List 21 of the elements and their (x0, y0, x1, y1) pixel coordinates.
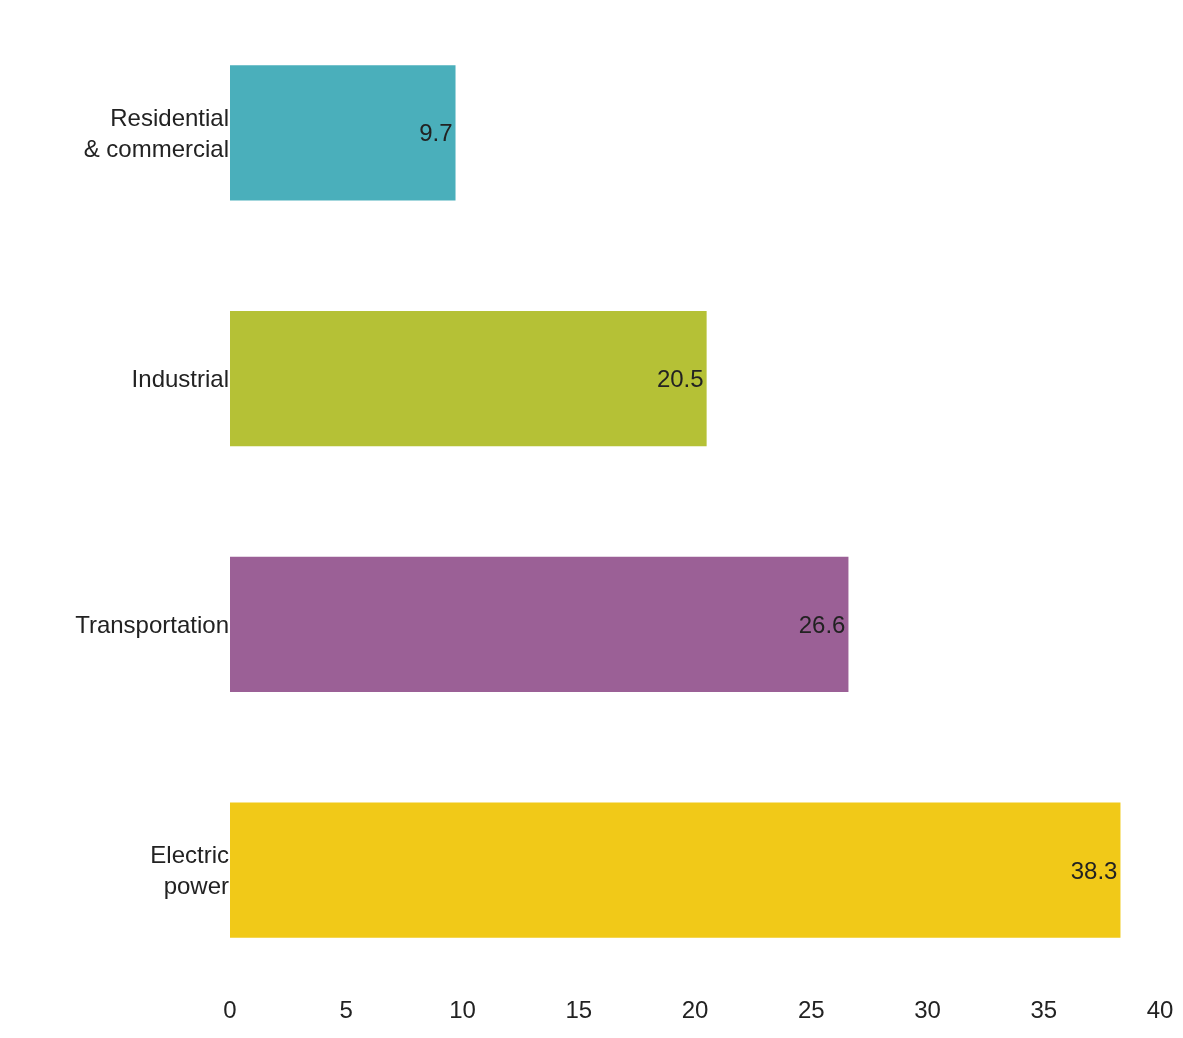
x-tick-label: 10 (449, 996, 476, 1023)
bar (230, 65, 456, 201)
data-label: 20.5 (656, 365, 704, 393)
y-tick-label: Industrial (131, 365, 229, 393)
bar (230, 802, 1121, 938)
x-tick-label: 15 (565, 996, 593, 1023)
x-tick-label: 25 (797, 996, 825, 1023)
x-tick-label: 20 (681, 996, 709, 1023)
x-tick-label: 35 (1030, 996, 1058, 1023)
data-label: 9.7 (419, 119, 453, 147)
x-tick-label: 40 (1146, 996, 1174, 1023)
x-tick-label: 30 (914, 996, 941, 1023)
y-tick-label: Electric power (150, 840, 229, 900)
bar (230, 311, 707, 447)
bar (230, 556, 849, 692)
x-tick-label: 0 (223, 996, 237, 1023)
data-label: 38.3 (1070, 856, 1118, 884)
x-tick-label: 5 (339, 996, 353, 1023)
data-label: 26.6 (798, 610, 846, 638)
y-tick-label: Residential & commercial (83, 103, 229, 162)
y-tick-label: Transportation (75, 610, 229, 638)
